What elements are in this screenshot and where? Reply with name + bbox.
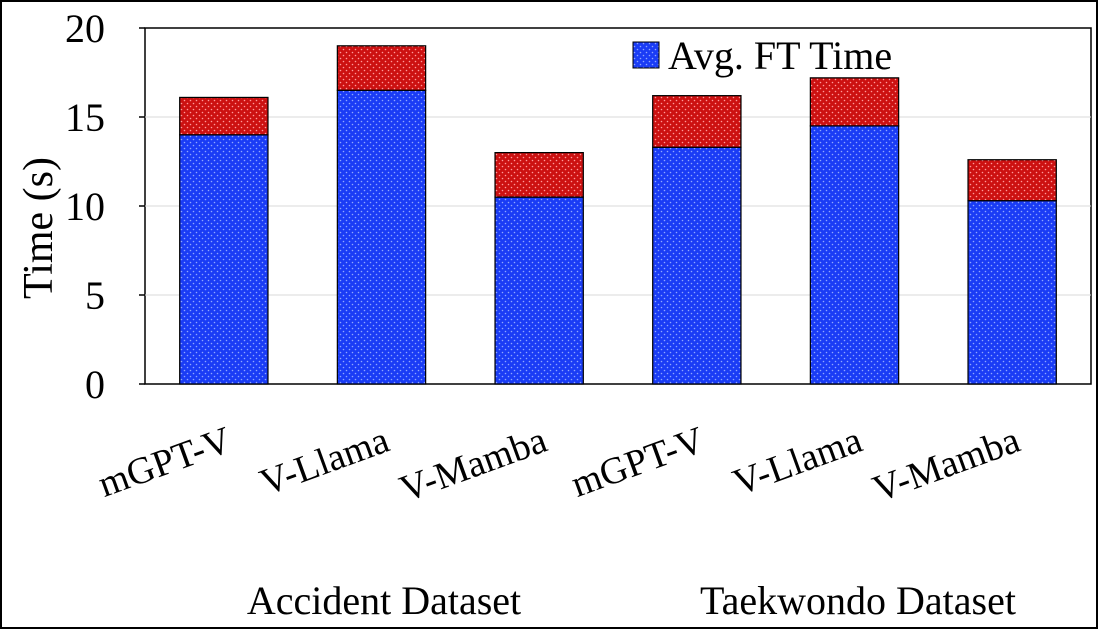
category-label-0: mGPT-V [93, 419, 238, 506]
bar-additional-time-0 [179, 96, 269, 136]
y-tick-label-10: 10 [65, 184, 105, 229]
y-tick-label-0: 0 [85, 362, 105, 407]
bar-avg-ft-time-1 [336, 89, 427, 385]
category-labels: mGPT-V V-Llama V-Mamba mGPT-V V-Llama V-Mamba [93, 419, 1025, 511]
bar-additional-time-2 [494, 152, 584, 198]
y-tick-label-20: 20 [65, 6, 105, 51]
y-tick-label-15: 15 [65, 95, 105, 140]
bar-avg-ft-time-0 [179, 134, 269, 385]
bar-avg-ft-time-5 [967, 200, 1057, 385]
category-label-4: V-Llama [728, 419, 868, 504]
bar-avg-ft-time-3 [652, 146, 742, 385]
bar-avg-ft-time-2 [494, 196, 584, 385]
bar-additional-time-4 [809, 77, 900, 127]
gridlines [145, 116, 1091, 296]
group-label-accident: Accident Dataset [247, 578, 521, 623]
category-label-3: mGPT-V [566, 419, 711, 506]
legend-swatch-avg-ft-time [632, 41, 660, 69]
group-label-taekwondo: Taekwondo Dataset [700, 578, 1016, 623]
legend: Avg. FT Time [632, 33, 892, 78]
bar-avg-ft-time-4 [809, 125, 900, 385]
y-axis-ticks: 0 5 10 15 20 [65, 6, 145, 407]
bar-additional-time-5 [967, 159, 1057, 202]
y-tick-label-5: 5 [85, 273, 105, 318]
bar-additional-time-1 [336, 45, 427, 91]
category-label-5: V-Mamba [867, 419, 1025, 511]
bars [179, 45, 1057, 385]
category-label-1: V-Llama [255, 419, 395, 504]
bar-additional-time-3 [652, 95, 742, 148]
category-label-2: V-Mamba [394, 419, 552, 511]
y-axis-title: Time (s) [16, 157, 62, 299]
legend-label-avg-ft-time: Avg. FT Time [668, 33, 892, 78]
